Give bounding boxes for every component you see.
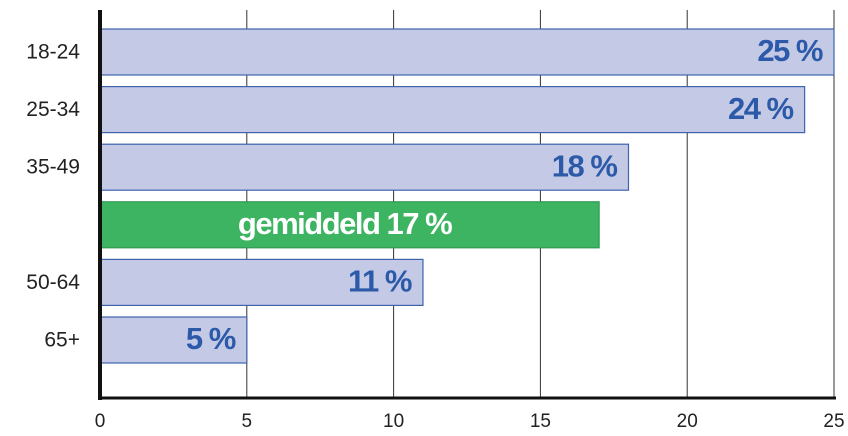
x-tick-label: 5 bbox=[242, 411, 253, 432]
y-tick-label: 50-64 bbox=[26, 271, 80, 294]
y-tick-label: 35-49 bbox=[26, 156, 80, 179]
value-label: 5 % bbox=[186, 321, 236, 356]
y-tick-label: 25-34 bbox=[26, 98, 80, 121]
x-tick-label: 15 bbox=[530, 411, 551, 432]
bar bbox=[99, 28, 835, 76]
bar bbox=[99, 143, 630, 191]
x-tick-label: 0 bbox=[95, 411, 106, 432]
value-label: gemiddeld 17 % bbox=[238, 206, 452, 241]
y-tick-label: 18-24 bbox=[26, 41, 80, 64]
bar bbox=[99, 85, 806, 134]
value-label: 24 % bbox=[728, 91, 794, 126]
value-label: 11 % bbox=[348, 264, 412, 299]
x-tick-label: 25 bbox=[823, 411, 844, 432]
x-tick-label: 10 bbox=[383, 411, 404, 432]
value-label: 18 % bbox=[552, 148, 618, 183]
bar bbox=[99, 316, 248, 364]
bar bbox=[99, 201, 600, 249]
value-label: 25 % bbox=[757, 33, 823, 68]
x-tick-label: 20 bbox=[677, 411, 698, 432]
y-tick-label: 65+ bbox=[44, 329, 80, 352]
